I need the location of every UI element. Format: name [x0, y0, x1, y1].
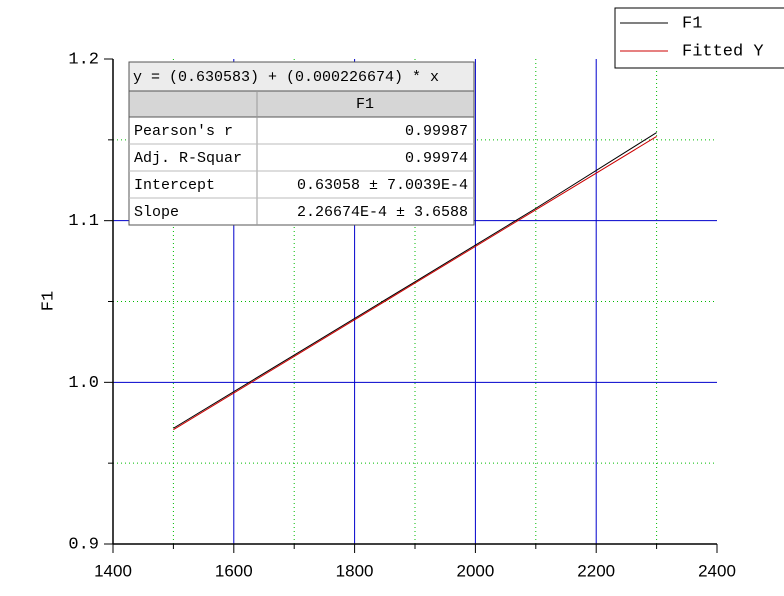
y-tick-label: 1.2 [68, 50, 99, 69]
table-header-row [128, 90, 475, 118]
table-cell: Slope [134, 204, 179, 221]
table-cell: Intercept [134, 177, 215, 194]
series-line [173, 136, 657, 431]
series-line [173, 132, 657, 429]
table-title: y = (0.630583) + (0.000226674) * x [133, 69, 439, 86]
stats-table: y = (0.630583) + (0.000226674) * x F1 Pe… [128, 61, 475, 226]
ticks: 1400 1600 1800 2000 2200 2400 0.9 1.0 1.1 1.2 [68, 50, 736, 580]
table-cell: 0.63058 ± 7.0039E-4 [297, 177, 468, 194]
y-tick-label: 1.0 [68, 374, 99, 393]
legend-label: F1 [682, 14, 702, 33]
y-axis-title: F1 [39, 291, 58, 311]
x-tick-label: 1800 [336, 561, 374, 580]
y-tick-label: 1.1 [68, 212, 99, 231]
x-tick-label: 1600 [215, 561, 253, 580]
x-tick-label: 2200 [577, 561, 615, 580]
y-tick-label: 0.9 [68, 535, 99, 554]
table-cell: 0.99987 [405, 123, 468, 140]
x-tick-label: 2000 [456, 561, 494, 580]
x-tick-label: 1400 [94, 561, 132, 580]
table-cell: 0.99974 [405, 150, 468, 167]
table-cell: Pearson's r [134, 123, 233, 140]
table-cell: Adj. R-Squar [134, 150, 242, 167]
legend: F1 Fitted Y [614, 7, 784, 69]
table-title-row [128, 61, 475, 92]
table-header: F1 [356, 96, 374, 113]
legend-box [614, 7, 784, 69]
legend-label: Fitted Y [682, 42, 764, 61]
x-tick-label: 2400 [698, 561, 736, 580]
plot-lines [173, 132, 657, 431]
table-cell: 2.26674E-4 ± 3.6588 [297, 204, 468, 221]
